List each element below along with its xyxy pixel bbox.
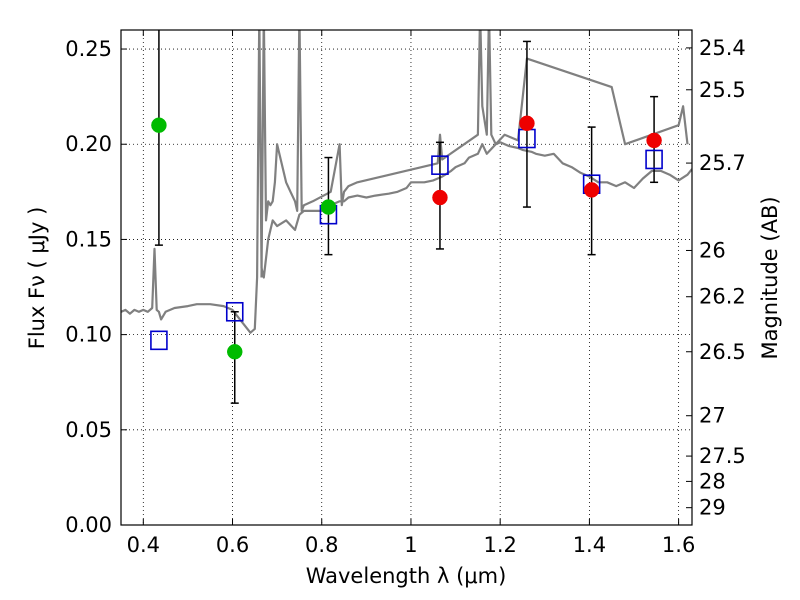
x-tick-label: 0.4 [127,533,160,557]
model-square [225,301,244,322]
data-point [583,182,600,198]
spectrum-line [121,30,692,334]
data-point [227,344,243,360]
y2-tick-label: 26.5 [699,340,746,364]
y-tick-label: 0.10 [65,323,112,347]
y-tick-label: 0.00 [65,513,112,537]
y2-tick-label: 29 [699,496,726,520]
y2-tick-label: 28 [699,469,726,493]
y2-axis-label: Magnitude (AB) [758,196,782,359]
data-point [151,117,167,133]
x-tick-label: 1 [404,533,417,557]
y2-tick-label: 25.4 [699,36,746,60]
data-point [519,115,535,132]
data-point [432,189,448,206]
y2-tick-label: 26 [699,238,726,262]
x-tick-label: 0.8 [305,533,338,557]
model-square [431,155,449,175]
x-axis-label: Wavelength λ (μm) [306,564,507,588]
model-square [150,330,168,351]
ticks: 0.4 0.6 0.8 1 1.2 1.4 1.6 0.00 0.05 0.10 0.15 0.20 0… [65,30,746,557]
data-layer [121,30,692,404]
y2-tick-label: 27.5 [699,444,746,468]
y2-tick-label: 26.2 [699,285,746,309]
y-tick-label: 0.25 [65,37,112,61]
y-tick-label: 0.05 [65,418,112,442]
x-tick-label: 1.4 [573,533,606,557]
x-tick-label: 0.6 [216,533,249,557]
plot-area [121,30,692,525]
y2-tick-label: 27 [699,404,726,428]
x-tick-label: 1.6 [662,533,695,557]
y2-tick-label: 25.5 [699,78,746,102]
model-square [645,149,663,170]
y-tick-label: 0.15 [65,227,112,251]
x-tick-label: 1.2 [483,533,516,557]
y-tick-label: 0.20 [65,132,112,156]
spectrum-line [260,30,689,278]
y2-tick-label: 25.7 [699,151,746,175]
plot-frame [120,29,693,526]
grid [121,30,692,526]
data-point [646,132,662,149]
y-axis-label: Flux Fν ( μJy ) [25,207,49,350]
data-point [320,199,337,215]
